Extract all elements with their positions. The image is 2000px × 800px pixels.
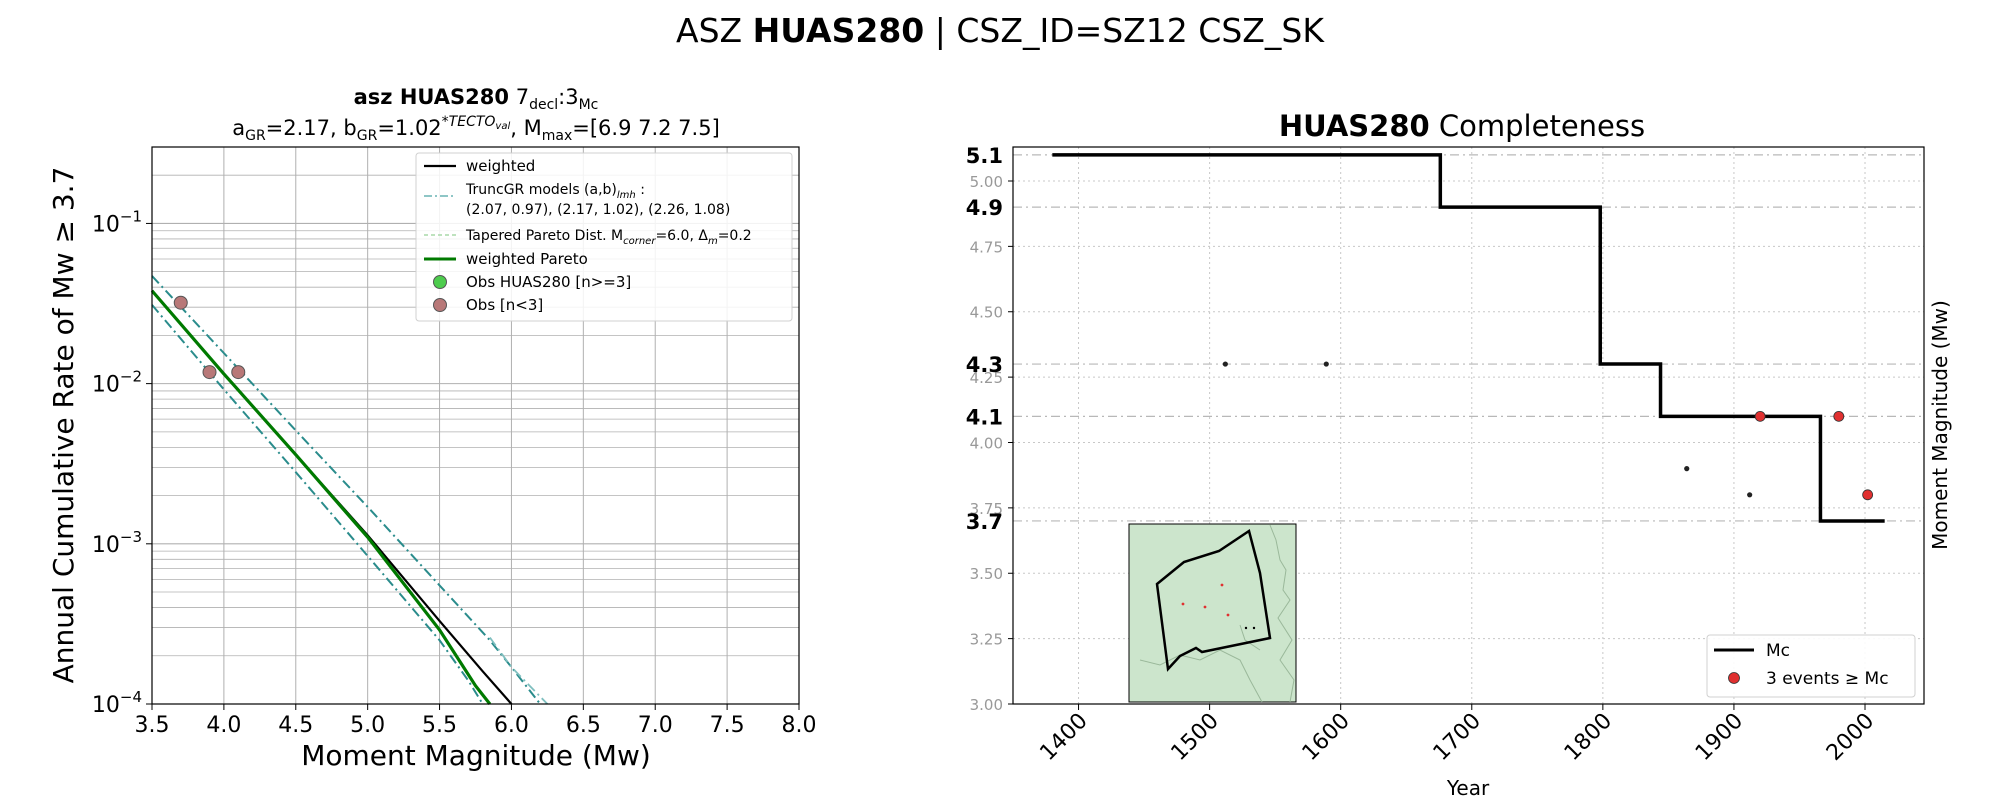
- legend-obs-good-marker: [433, 275, 447, 289]
- inset-map-river: [1239, 624, 1261, 651]
- completeness-chart-yticks: 3.00 3.25 3.50 3.75 4.00 4.25 4.50 4.75 5.00 3.7 4…: [966, 144, 1013, 714]
- legend-box: [1706, 634, 1916, 698]
- legend-events-label: 3 events ≥ Mc: [1766, 669, 1889, 689]
- inset-map-event: [1252, 626, 1256, 630]
- x-tick-label: 3.5: [135, 713, 170, 738]
- y-tick-label: 4.25: [970, 369, 1003, 387]
- completeness-chart-legend: Mc 3 events ≥ Mc: [1706, 634, 1916, 698]
- event-point-small: [1747, 492, 1753, 498]
- x-tick-label: 8.0: [782, 713, 817, 738]
- y-tick-label: 5.00: [970, 173, 1003, 191]
- x-tick-label: 1800: [1560, 709, 1617, 766]
- mc-step-line: [1052, 153, 1885, 523]
- x-tick-label: 2000: [1822, 709, 1879, 766]
- inset-map-border-south: [1139, 649, 1263, 703]
- mc-level-label: 4.9: [966, 196, 1003, 220]
- legend-obs-bad-label: Obs [n<3]: [466, 296, 543, 314]
- legend-truncgr-values: (2.07, 0.97), (2.17, 1.02), (2.26, 1.08): [466, 202, 730, 218]
- legend-mc-label: Mc: [1766, 641, 1790, 661]
- y-tick-label: 3.25: [970, 631, 1003, 649]
- truncgr-line-light: [489, 636, 549, 705]
- inset-map-background: [1128, 523, 1297, 703]
- rate-chart-legend: weighted TruncGR models (a,b)lmh : (2.07…: [415, 152, 793, 322]
- event-point-small: [1684, 466, 1690, 472]
- event-point-small: [1323, 361, 1329, 367]
- x-tick-label: 7.0: [638, 713, 673, 738]
- event-point: [1754, 410, 1766, 422]
- event-point: [1833, 410, 1845, 422]
- y-tick-label: 3.00: [970, 696, 1003, 714]
- event-point: [1862, 489, 1874, 501]
- x-tick-label: 5.0: [350, 713, 385, 738]
- x-tick-label: 7.5: [710, 713, 745, 738]
- legend-obs-bad-marker: [433, 298, 447, 312]
- y-tick-label: 3.50: [970, 565, 1003, 583]
- observation-point: [173, 295, 188, 310]
- observation-point: [202, 365, 217, 380]
- inset-map-event: [1226, 613, 1230, 617]
- inset-map-event: [1181, 602, 1185, 606]
- rate-chart: asz HUAS280 7decl:3Mc aGR=2.17, bGR=1.02…: [47, 85, 817, 772]
- rate-chart-observations: [173, 295, 246, 380]
- y-tick-label: 10−1: [92, 207, 142, 237]
- completeness-chart-mc-line: [1052, 153, 1885, 523]
- y-tick-label: 3.75: [970, 500, 1003, 518]
- observation-point: [231, 365, 246, 380]
- completeness-chart-ylabel: Moment Magnitude (Mw): [1928, 300, 1952, 550]
- legend-weighted-pareto-label: weighted Pareto: [466, 250, 588, 268]
- y-tick-label: 4.50: [970, 304, 1003, 322]
- y-tick-label: 4.75: [970, 238, 1003, 256]
- figure-suptitle: ASZ HUAS280 | CSZ_ID=SZ12 CSZ_SK: [676, 11, 1325, 50]
- x-tick-label: 4.0: [206, 713, 241, 738]
- legend-box: [415, 152, 793, 322]
- completeness-chart-title: HUAS280 Completeness: [1279, 109, 1645, 143]
- inset-map-event: [1203, 605, 1207, 609]
- y-tick-label: 10−2: [92, 368, 142, 398]
- x-tick-label: 1600: [1298, 709, 1355, 766]
- rate-chart-xlabel: Moment Magnitude (Mw): [301, 739, 651, 772]
- legend-weighted-label: weighted: [466, 157, 535, 175]
- rate-chart-xticks: 3.5 4.0 4.5 5.0 5.5 6.0 6.5 7.0 7.5 8.0: [135, 704, 817, 738]
- x-tick-label: 6.5: [566, 713, 601, 738]
- mc-level-label: 4.1: [966, 405, 1003, 429]
- x-tick-label: 1900: [1691, 709, 1748, 766]
- rate-chart-yticks: 10−4 10−3 10−2 10−1: [92, 207, 152, 718]
- rate-chart-frame: [151, 146, 800, 705]
- event-point-small: [1222, 361, 1228, 367]
- legend-truncgr-label: TruncGR models (a,b)lmh :: [465, 182, 645, 201]
- mc-level-label: 4.3: [966, 353, 1003, 377]
- truncgr-line: [151, 275, 541, 705]
- completeness-chart-frame: [1012, 146, 1925, 705]
- y-tick-label: 10−3: [92, 528, 142, 558]
- truncgr-line: [151, 304, 484, 705]
- inset-map-event: [1220, 583, 1224, 587]
- x-tick-label: 1400: [1036, 709, 1093, 766]
- rate-chart-ylabel: Annual Cumulative Rate of Mw ≥ 3.7: [47, 167, 80, 684]
- rate-chart-series: [150, 275, 549, 705]
- completeness-chart-xlabel: Year: [1446, 776, 1490, 800]
- rate-chart-title-line2: aGR=2.17, bGR=1.02*TECTOval, Mmax=[6.9 7…: [232, 114, 720, 144]
- y-tick-label: 4.00: [970, 434, 1003, 452]
- completeness-chart-xticks: 1400 1500 1600 1700 1800 1900 2000: [1036, 704, 1879, 766]
- x-tick-label: 4.5: [278, 713, 313, 738]
- completeness-chart-events: [1222, 361, 1874, 501]
- completeness-chart: HUAS280 Completeness 1400 1500 1600 1700 180…: [966, 109, 1952, 800]
- x-tick-label: 1500: [1167, 709, 1224, 766]
- y-tick-label: 10−4: [92, 688, 142, 718]
- inset-map-border-east: [1269, 524, 1295, 703]
- legend-tapered-label: Tapered Pareto Dist. Mcorner=6.0, Δm=0.2: [465, 228, 752, 247]
- x-tick-label: 1700: [1429, 709, 1486, 766]
- x-tick-label: 6.0: [494, 713, 529, 738]
- rate-chart-title-line1: asz HUAS280 7decl:3Mc: [354, 85, 599, 113]
- legend-obs-good-label: Obs HUAS280 [n>=3]: [466, 273, 631, 291]
- inset-map: [1128, 523, 1297, 703]
- x-tick-label: 5.5: [422, 713, 457, 738]
- inset-map-event: [1244, 626, 1248, 630]
- weighted-pareto-line: [150, 289, 492, 705]
- mc-level-label: 5.1: [966, 144, 1003, 168]
- inset-map-source-polygon: [1155, 528, 1272, 672]
- mc-level-label: 3.7: [966, 510, 1003, 534]
- legend-events-marker: [1728, 672, 1740, 684]
